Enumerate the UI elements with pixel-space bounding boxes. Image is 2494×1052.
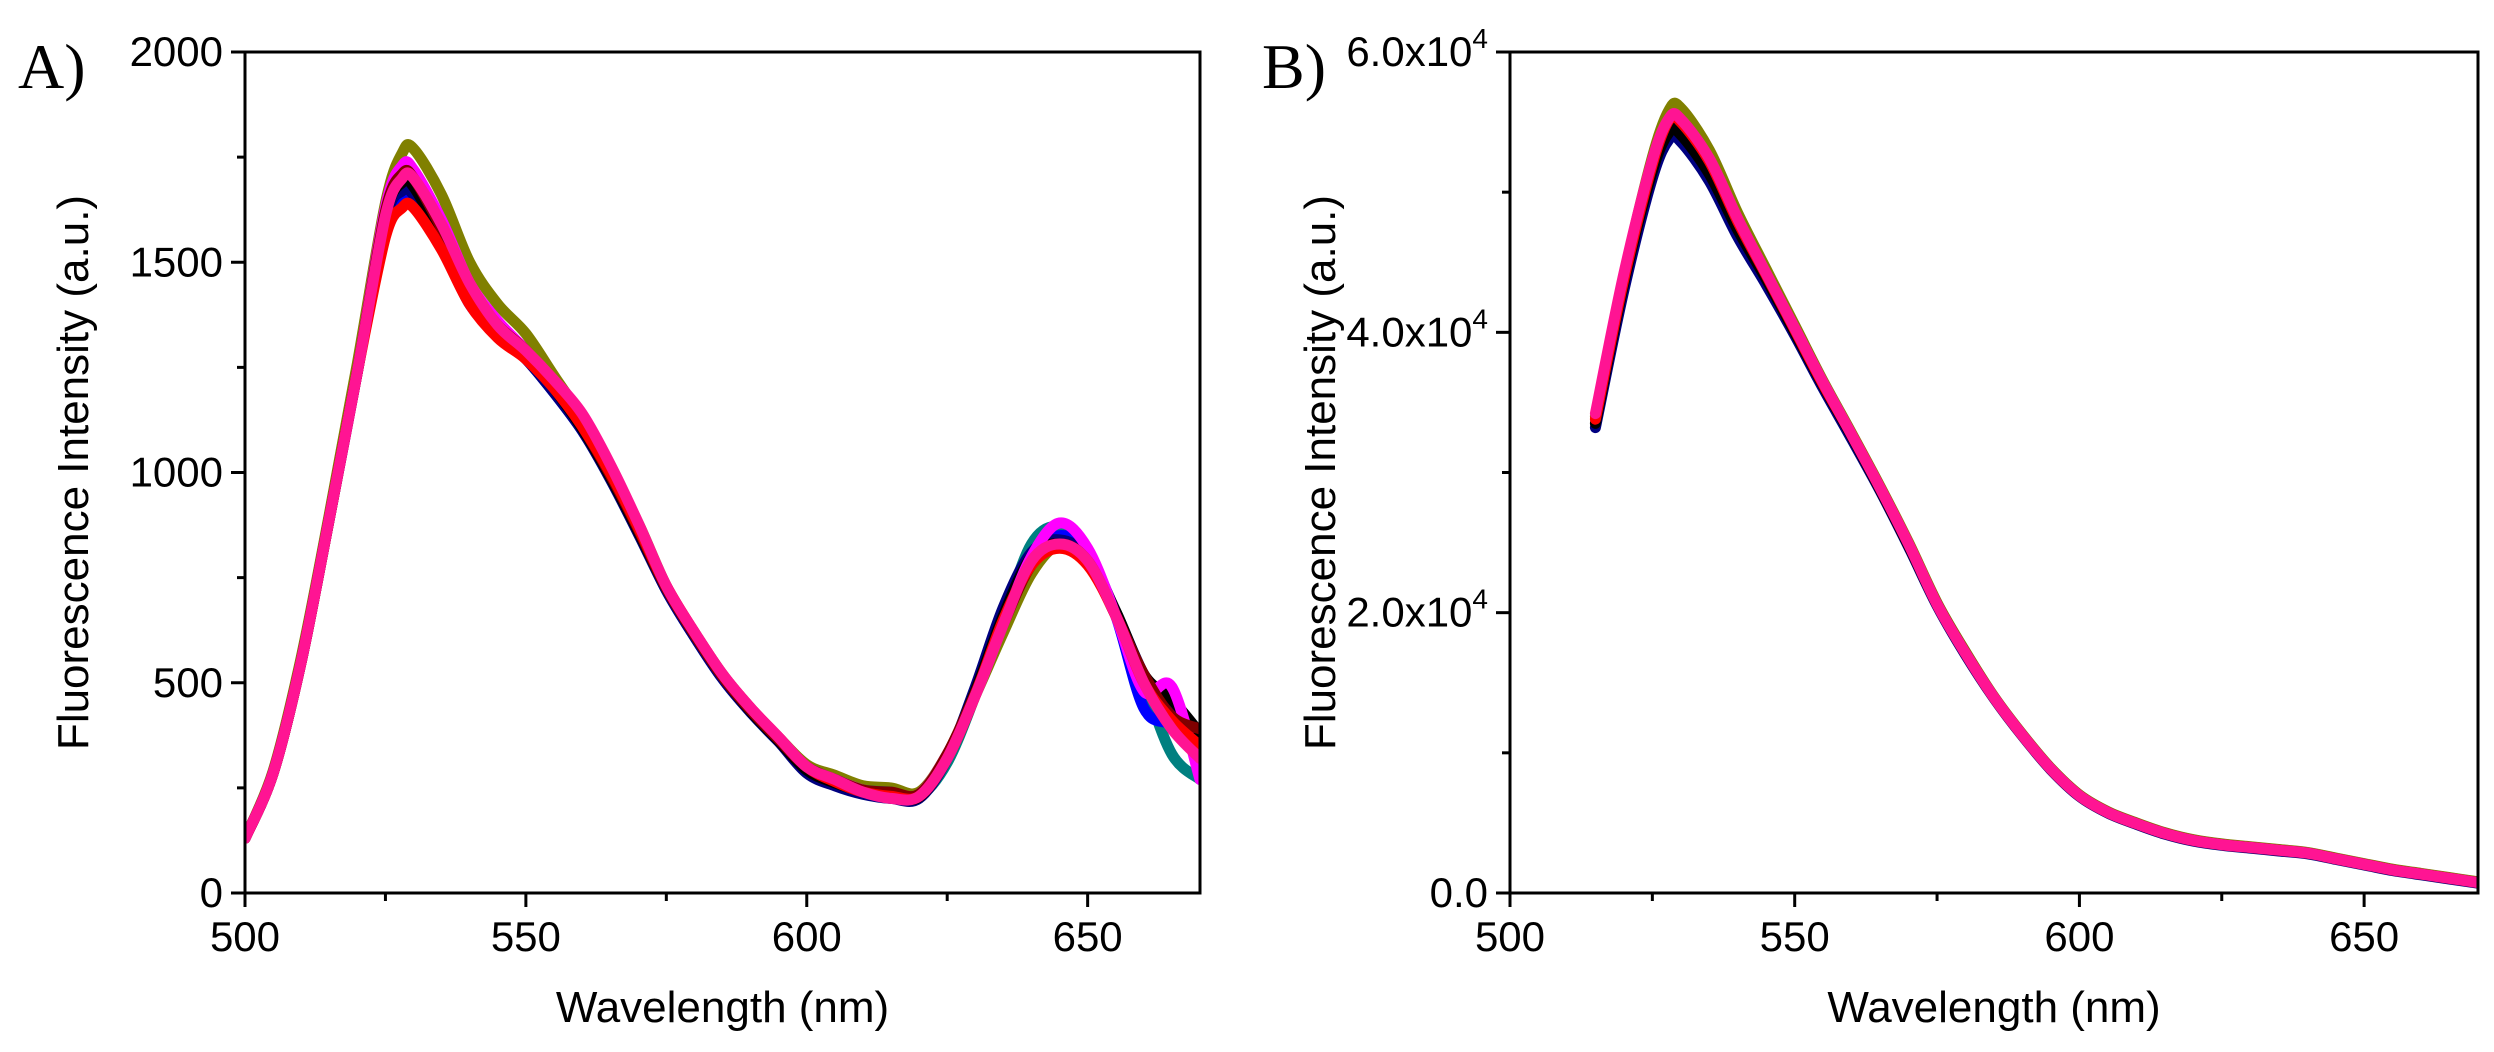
y-tick-label: 0 (200, 869, 223, 916)
y-tick-mantissa: 0.0 (1430, 869, 1488, 916)
series-line-6 (245, 156, 1200, 844)
y-tick-label: 6.0x104 (1346, 23, 1488, 75)
x-tick-label: 550 (1760, 913, 1830, 960)
series-line-9 (245, 167, 1200, 844)
x-tick-label: 550 (491, 913, 561, 960)
y-tick-exponent: 4 (1472, 303, 1488, 334)
y-tick-mantissa: 4.0x10 (1346, 308, 1472, 355)
x-axis-title: Wavelength (nm) (556, 983, 889, 1032)
series-line-2 (1589, 129, 2478, 889)
series-line-4 (245, 182, 1200, 844)
y-tick-label: 2.0x104 (1346, 584, 1488, 636)
series-line-3 (1589, 122, 2478, 888)
y-tick-label: 2000 (130, 28, 223, 75)
y-tick-mantissa: 6.0x10 (1346, 28, 1472, 75)
series-line-7 (245, 164, 1200, 844)
series-line-5 (1589, 108, 2478, 888)
series-line-4 (1589, 109, 2478, 888)
y-axis-title: Fluorescence Intensity (a.u.) (49, 195, 98, 750)
series-line-3 (245, 191, 1200, 844)
y-tick-exponent: 4 (1472, 23, 1488, 54)
x-tick-label: 500 (1475, 913, 1545, 960)
x-axis-title: Wavelength (nm) (1827, 983, 2160, 1032)
series-line-5 (245, 173, 1200, 844)
y-tick-label: 1500 (130, 238, 223, 285)
y-tick-exponent: 4 (1472, 584, 1488, 615)
series-group (245, 139, 1200, 844)
y-tick-label: 500 (153, 659, 223, 706)
y-tick-label: 4.0x104 (1346, 303, 1488, 355)
y-tick-label: 1000 (130, 449, 223, 496)
x-tick-label: 650 (1053, 913, 1123, 960)
x-tick-label: 600 (772, 913, 842, 960)
y-tick-mantissa: 2.0x10 (1346, 589, 1472, 636)
x-tick-label: 650 (2329, 913, 2399, 960)
panel-label: B) (1262, 31, 1326, 102)
x-tick-label: 500 (210, 913, 280, 960)
y-axis-title: Fluorescence Intensity (a.u.) (1296, 195, 1345, 750)
panel-b: 500 550 600 6500.02.0x1044.0x1046.0x104Wave… (1262, 23, 2480, 1032)
y-tick-label: 0.0 (1430, 869, 1488, 916)
series-group (1589, 97, 2478, 889)
series-line-2 (245, 178, 1200, 844)
x-tick-label: 600 (2044, 913, 2114, 960)
panel-label: A) (18, 31, 86, 102)
series-line-1 (245, 139, 1200, 844)
